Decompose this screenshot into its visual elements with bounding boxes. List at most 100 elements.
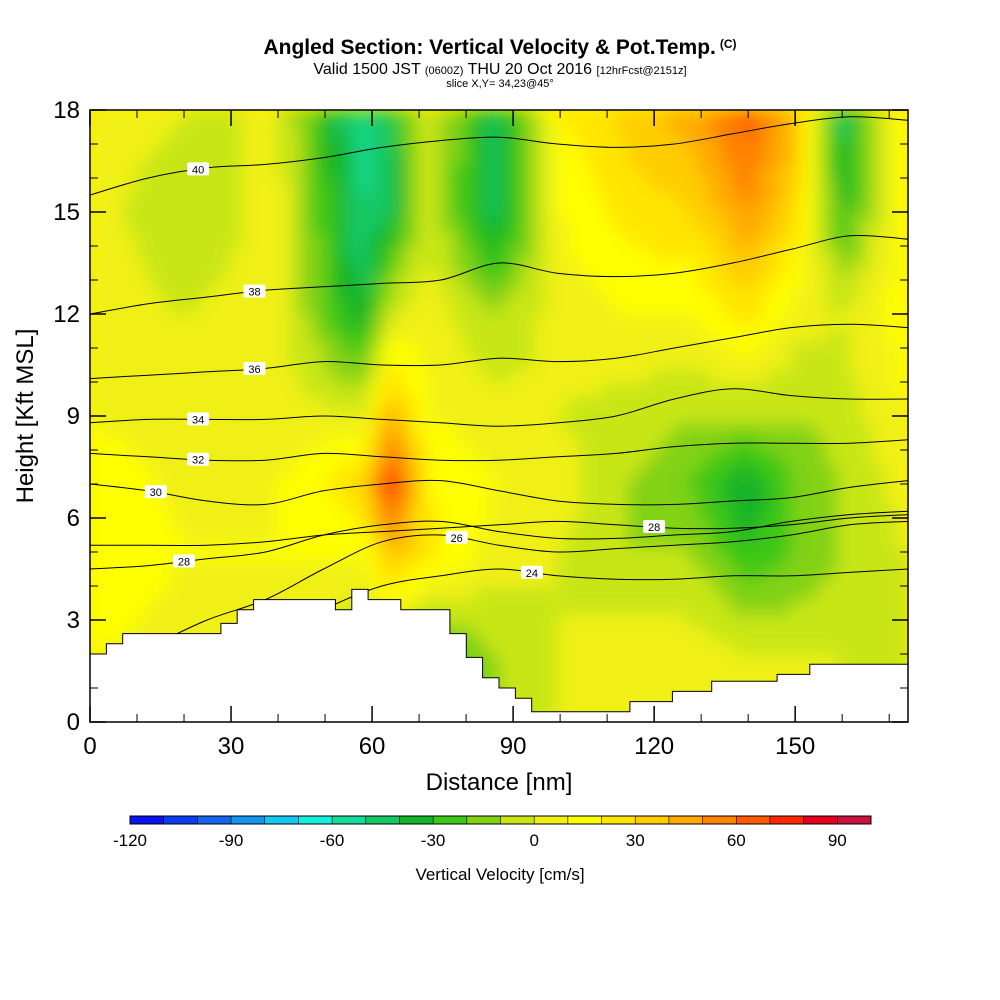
velocity-cell [884,558,898,574]
velocity-cell [160,558,173,574]
velocity-cell [545,640,559,655]
velocity-cell [534,450,547,465]
velocity-cell [206,422,220,438]
velocity-cell [335,463,348,478]
velocity-cell [791,150,804,166]
velocity-cell [335,504,348,519]
velocity-cell [382,518,395,533]
velocity-cell [837,490,851,506]
velocity-cell [837,150,851,166]
velocity-cell [195,586,208,601]
velocity-cell [510,191,524,206]
velocity-cell [347,218,360,234]
velocity-cell [487,572,500,587]
velocity-cell [463,137,477,152]
velocity-cell [265,531,278,546]
velocity-cell [101,110,115,125]
x-tick-label: 0 [83,733,96,760]
velocity-cell [171,354,185,370]
velocity-cell [557,640,570,655]
velocity-cell [148,436,161,451]
velocity-cell [557,558,570,574]
velocity-cell [522,178,535,193]
velocity-cell [639,300,652,315]
velocity-cell [849,246,863,261]
velocity-cell [814,422,827,438]
velocity-cell [872,409,886,424]
velocity-cell [358,123,372,138]
velocity-cell [136,327,150,342]
velocity-cell [522,504,535,519]
velocity-cell [557,123,570,138]
velocity-cell [697,110,711,125]
velocity-cell [674,382,687,397]
velocity-cell [382,232,395,247]
velocity-cell [767,395,781,410]
velocity-cell [650,422,664,438]
velocity-cell [370,178,383,193]
velocity-cell [534,341,547,356]
velocity-cell [241,558,255,574]
velocity-cell [265,327,278,342]
velocity-cell [545,504,559,519]
velocity-cell [732,409,746,424]
velocity-cell [160,463,173,478]
velocity-cell [604,341,617,356]
velocity-cell [604,613,617,628]
velocity-cell [440,341,454,356]
velocity-cell [440,327,454,342]
velocity-cell [265,422,278,438]
velocity-cell [849,273,863,288]
velocity-cell [884,586,898,601]
velocity-cell [206,123,220,138]
colorbar-swatch [803,816,838,824]
velocity-cell [522,545,535,560]
velocity-cell [861,314,874,329]
velocity-cell [463,368,477,383]
velocity-cell [604,232,617,247]
velocity-cell [545,599,559,614]
velocity-cell [206,558,220,574]
velocity-cell [393,422,407,438]
velocity-cell [463,613,477,628]
velocity-cell [382,178,395,193]
velocity-cell [791,205,804,220]
velocity-cell [779,354,792,370]
velocity-cell [206,409,220,424]
velocity-cell [125,273,138,288]
velocity-cell [522,232,535,247]
velocity-cell [884,150,898,166]
velocity-cell [323,341,337,356]
velocity-cell [136,218,150,234]
velocity-cell [615,463,629,478]
velocity-cell [721,450,734,465]
velocity-cell [393,164,407,179]
velocity-cell [101,450,115,465]
velocity-cell [405,191,418,206]
velocity-cell [475,422,489,438]
velocity-cell [627,599,641,614]
velocity-cell [510,395,524,410]
velocity-cell [487,626,500,642]
velocity-cell [744,137,757,152]
velocity-cell [896,232,908,247]
velocity-cell [744,586,757,601]
velocity-cell [639,327,652,342]
velocity-cell [276,558,290,574]
velocity-cell [849,382,863,397]
velocity-cell [125,354,138,370]
velocity-cell [452,354,465,370]
velocity-cell [475,137,489,152]
velocity-cell [510,613,524,628]
velocity-cell [534,300,547,315]
velocity-cell [580,232,594,247]
velocity-cell [662,178,676,193]
velocity-cell [744,286,757,302]
velocity-cell [463,477,477,492]
velocity-cell [814,137,827,152]
velocity-cell [241,191,255,206]
velocity-cell [393,286,407,302]
velocity-cell [522,382,535,397]
velocity-cell [393,354,407,370]
velocity-cell [265,490,278,506]
